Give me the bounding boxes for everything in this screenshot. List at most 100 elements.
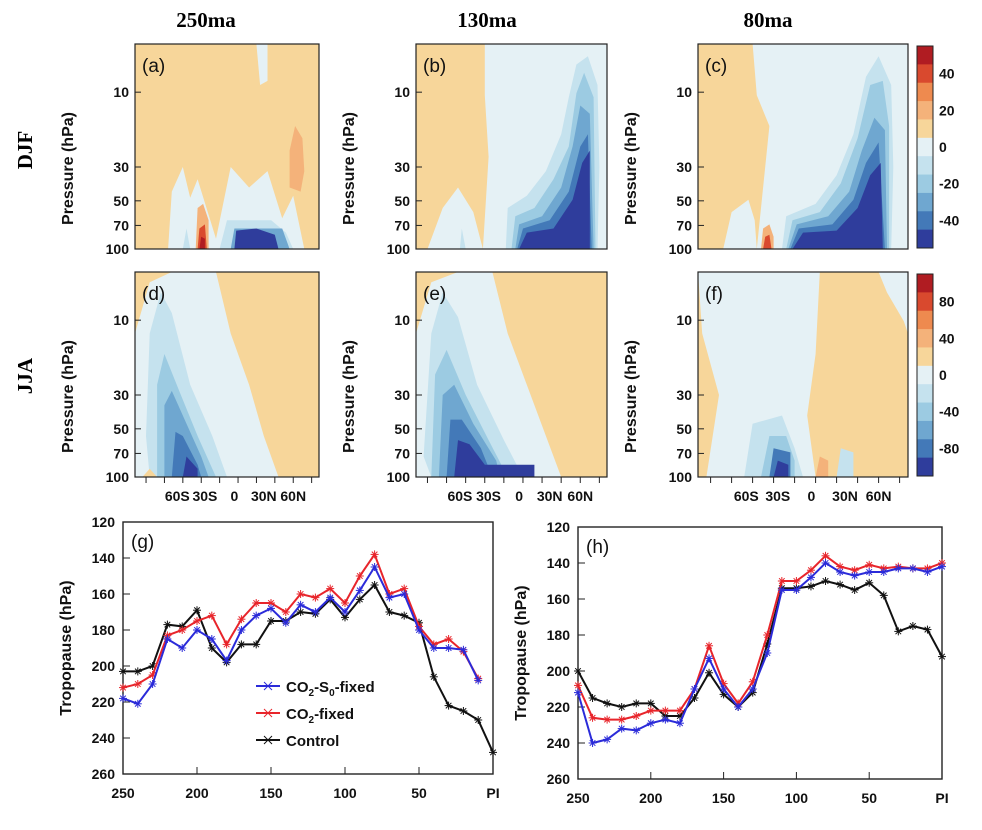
x-tick-label: 60S bbox=[447, 488, 472, 504]
x-tick-label: PI bbox=[486, 785, 499, 801]
data-point-marker bbox=[207, 635, 216, 643]
data-point-marker bbox=[296, 590, 305, 598]
data-point-marker bbox=[879, 568, 888, 576]
y-tick-label: 70 bbox=[676, 217, 692, 233]
data-point-marker bbox=[267, 599, 275, 607]
data-point-marker bbox=[661, 715, 670, 724]
colorbar-tick-label: 40 bbox=[939, 330, 955, 346]
contour-frame bbox=[415, 271, 608, 478]
data-point-marker bbox=[806, 582, 815, 591]
y-tick-label: 10 bbox=[113, 84, 129, 100]
data-point-marker bbox=[193, 606, 201, 615]
data-point-marker bbox=[574, 667, 582, 675]
data-point-marker bbox=[923, 568, 932, 576]
data-point-marker bbox=[163, 620, 172, 629]
x-tick-label: 200 bbox=[185, 785, 209, 801]
y-tick-label: 100 bbox=[669, 241, 693, 257]
contour-fill bbox=[763, 234, 772, 249]
data-point-marker bbox=[675, 706, 684, 715]
colorbar-tick-label: -40 bbox=[939, 212, 959, 228]
data-point-marker bbox=[632, 699, 641, 708]
panel-label: (f) bbox=[705, 284, 723, 305]
data-point-marker bbox=[763, 649, 772, 657]
y-tick-label: 100 bbox=[387, 469, 411, 485]
x-tick-label: 250 bbox=[111, 785, 135, 801]
data-point-marker bbox=[850, 586, 859, 594]
colorbar: 40 20 0 -20 -40 bbox=[916, 45, 959, 249]
contour-panel: (e) 10 30 50 70 100 Pressure (hPa) 60S 30S 0 30N 60… bbox=[341, 271, 608, 504]
data-point-marker bbox=[617, 703, 626, 711]
data-point-marker bbox=[178, 644, 187, 652]
x-tick-label: 250 bbox=[566, 790, 590, 806]
data-point-marker bbox=[133, 680, 142, 688]
y-tick-label: 260 bbox=[92, 766, 116, 782]
y-axis-label: Pressure (hPa) bbox=[341, 340, 358, 453]
data-point-marker bbox=[296, 608, 305, 616]
colorbar-swatch bbox=[917, 192, 933, 212]
x-tick-label: 60S bbox=[734, 488, 759, 504]
contour-frame bbox=[134, 271, 320, 478]
data-point-marker bbox=[632, 712, 641, 720]
data-point-marker bbox=[341, 608, 349, 616]
colorbar-swatch bbox=[917, 420, 933, 440]
x-tick-label: 60N bbox=[567, 488, 593, 504]
y-tick-label: 50 bbox=[113, 421, 129, 437]
y-tick-label: 50 bbox=[394, 193, 410, 209]
x-tick-label: 150 bbox=[712, 790, 736, 806]
x-tick-label: PI bbox=[935, 790, 948, 806]
y-tick-label: 160 bbox=[92, 586, 116, 602]
legend-marker bbox=[263, 735, 273, 745]
data-point-marker bbox=[763, 631, 772, 639]
y-tick-label: 120 bbox=[92, 514, 116, 530]
data-point-marker bbox=[385, 608, 394, 616]
data-point-marker bbox=[821, 559, 830, 567]
x-tick-label: 150 bbox=[259, 785, 283, 801]
contour-fill bbox=[698, 272, 820, 477]
colorbar-frame bbox=[916, 273, 934, 477]
data-point-marker bbox=[178, 626, 187, 634]
data-point-marker bbox=[193, 626, 201, 634]
y-axis-label: Pressure (hPa) bbox=[623, 112, 640, 225]
data-point-marker bbox=[311, 608, 320, 616]
colorbar-swatch bbox=[917, 439, 933, 459]
data-point-marker bbox=[429, 644, 438, 652]
contour-panel: (f) 10 30 50 70 100 Pressure (hPa) 60S 30S 0 30N 60… bbox=[623, 271, 909, 504]
data-point-marker bbox=[806, 573, 815, 582]
contour-frame bbox=[697, 43, 909, 250]
data-point-marker bbox=[865, 568, 874, 576]
data-point-marker bbox=[603, 735, 612, 744]
colorbar-tick-label: 0 bbox=[939, 139, 947, 155]
contour-frame bbox=[134, 43, 320, 250]
y-tick-label: 160 bbox=[547, 591, 571, 607]
data-point-marker bbox=[370, 563, 379, 571]
data-point-marker bbox=[355, 586, 364, 595]
colorbar-swatch bbox=[917, 229, 933, 249]
data-point-marker bbox=[588, 713, 597, 722]
data-point-marker bbox=[474, 676, 483, 685]
panel-label: (g) bbox=[131, 532, 154, 553]
data-point-marker bbox=[163, 635, 172, 643]
x-tick-label: 0 bbox=[230, 488, 238, 504]
y-tick-label: 140 bbox=[92, 550, 116, 566]
data-point-marker bbox=[429, 672, 438, 681]
data-point-marker bbox=[836, 580, 845, 589]
data-point-marker bbox=[400, 590, 409, 598]
data-point-marker bbox=[646, 699, 655, 708]
x-tick-label: 30S bbox=[476, 488, 501, 504]
colorbar-swatch bbox=[917, 329, 933, 348]
data-point-marker bbox=[207, 611, 216, 620]
data-point-marker bbox=[281, 608, 290, 616]
series-line bbox=[577, 554, 943, 721]
y-tick-label: 50 bbox=[676, 193, 692, 209]
contour-fill bbox=[199, 236, 205, 249]
y-tick-label: 70 bbox=[394, 217, 410, 233]
x-tick-label: 60N bbox=[866, 488, 892, 504]
data-point-marker bbox=[237, 640, 246, 649]
data-point-marker bbox=[355, 572, 364, 580]
y-tick-label: 10 bbox=[394, 84, 410, 100]
y-tick-label: 50 bbox=[394, 421, 410, 437]
data-point-marker bbox=[207, 644, 216, 652]
data-point-marker bbox=[252, 611, 261, 620]
contour-panel: (b) 10 30 50 70 100 Pressure (hPa) bbox=[341, 43, 608, 257]
